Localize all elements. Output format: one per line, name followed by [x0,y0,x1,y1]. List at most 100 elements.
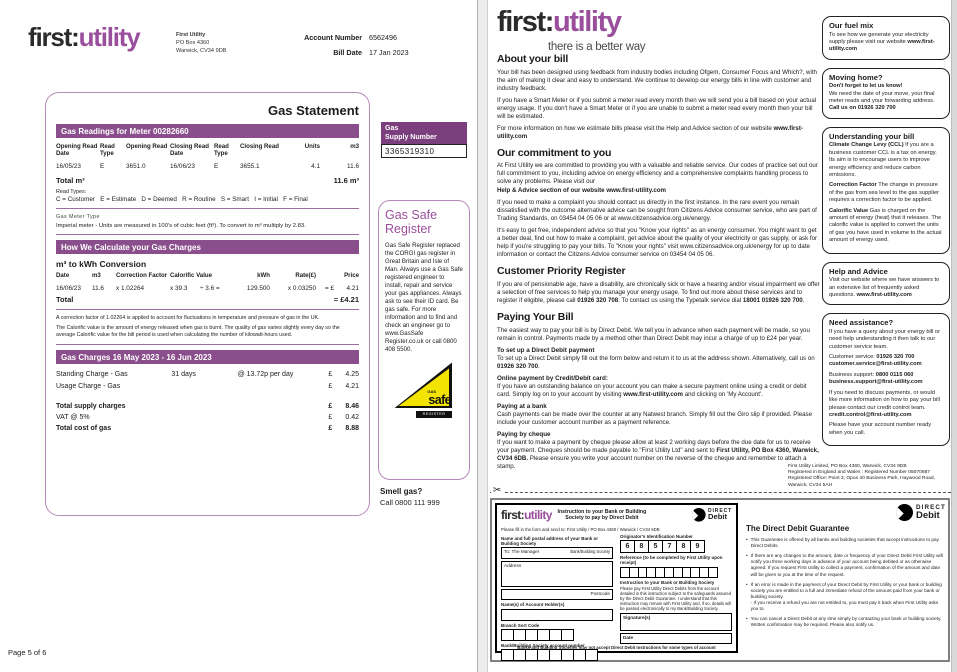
bill-date-value: 17 Jan 2023 [369,48,409,58]
readings-total-row: Total m³ 11.6 m³ [56,176,359,185]
charge-row: Usage Charge - Gas £ 4.21 [56,382,359,390]
commitment-help-line: Help & Advice section of our website www… [497,187,667,195]
email-link[interactable]: credit.control@first-utility.com [829,411,912,418]
direct-debit-section: first:utility Instruction to your Bank o… [490,498,950,662]
phone-number: 01926 320 708 [577,296,619,304]
phone-number: 0800 0115 060 [875,371,914,378]
dd-form-title: Instruction to your Bank or Building Soc… [557,509,647,522]
paying-your-bill-heading: Paying Your Bill [497,310,574,323]
calorific-note: The Calorific value is the amount of ene… [56,325,340,339]
direct-debit-mark-icon [691,508,706,522]
dd-left-column: Name and full postal address of your Ban… [501,534,613,661]
commitment-heading: Our commitment to you [497,146,612,159]
priority-paragraph: If you are of pensionable age, have a di… [497,280,820,304]
online-payment-text: If you have an outstanding balance on yo… [497,382,807,398]
website-link[interactable]: www.first-utility.com [856,291,912,298]
originator-id-boxes: 6 8 5 7 8 9 [620,540,732,554]
dd-instruction-body: Please pay First Utility Direct Debits f… [620,585,732,612]
meter-type-text: Imperial meter - Units are measured in 1… [56,223,306,229]
side-boxes-column: Our fuel mix To see how we generate your… [822,16,950,454]
postcode-field: Postcode [501,589,613,601]
guarantee-bullet: • You can cancel a Direct Debit at any ti… [746,616,943,628]
page-right-edge [951,0,957,672]
priority-register-heading: Customer Priority Register [497,265,626,278]
account-labels: Account Number Bill Date [280,30,362,60]
email-link[interactable]: business.support@first-utility.com [829,379,923,386]
bank-address-field: Address [501,561,613,588]
direct-debit-form: first:utility Instruction to your Bank o… [495,503,738,661]
ccl-item: Climate Change Levy (CCL) If you are a b… [829,142,937,178]
direct-debit-setup-text: To set up a Direct Debit simply fill out… [497,354,815,370]
company-registration-footer: First Utility Limited, PO Box 4360, Warw… [788,464,935,488]
info-column: About your bill Your bill has been desig… [497,53,820,475]
paying-at-bank-text: Cash payments can be made over the count… [497,411,813,427]
commitment-p1: At First Utility we are committed to pro… [497,162,818,186]
read-types-label: Read Types: [56,189,87,195]
bill-date-label: Bill Date [333,48,362,58]
conversion-total-row: Total = £4.21 [56,295,359,304]
correction-note: A correction factor of 1.02264 is applie… [56,315,320,321]
gas-safe-register-box: Gas Safe Register Gas Safe Register repl… [378,200,470,480]
assist-outro: Please have your account number ready wh… [829,422,932,436]
paying-by-cheque-heading: Paying by cheque [497,431,551,439]
paying-by-cheque-text: If you want to make a payment by cheque … [497,439,819,471]
phone-number: 01926 320 700 [497,362,538,370]
moving-call: Call us on 01926 320 700 [829,105,896,112]
credit-control-line: If you need to discuss payments, or woul… [829,389,940,418]
phone-number: 01926 320 700 [876,354,915,361]
account-values: 6562496 17 Jan 2023 [369,30,409,60]
guarantee-bullet: • This Guarantee is offered by all banks … [746,537,941,549]
page-gutter [477,0,488,672]
charges-band: Gas Charges 16 May 2023 - 16 Jun 2023 [56,350,359,365]
assist-intro: If you have a query about your energy bi… [829,328,940,350]
paying-at-bank-heading: Paying at a bank [497,402,547,410]
originator-id-label: Originator's Identification Number [620,534,693,539]
firstutility-logo: first:utility [28,22,141,52]
customer-service-line: Customer service: 01926 320 700 customer… [829,354,922,368]
website-link[interactable]: www.first-utility.com [497,124,803,140]
business-support-line: Business support: 0800 0115 060 business… [829,371,923,386]
understanding-bill-box: Understanding your bill Climate Change L… [822,126,950,254]
signature-field: Signature(s) [620,613,732,632]
need-assistance-box: Need assistance? If you have a query abo… [822,313,950,447]
direct-debit-logo: DIRECT Debit [691,508,732,522]
website-link[interactable]: www.first-utility.com [606,187,667,195]
account-holders-field [501,608,613,621]
help-advice-box: Help and Advice Visit our website where … [822,261,950,306]
paying-intro: The easiest way to pay your bill is by D… [497,326,810,342]
reference-boxes [620,566,732,578]
direct-debit-guarantee: DIRECT Debit The Direct Debit Guarantee •… [746,504,946,628]
date-field: Date [620,633,732,645]
conversion-header-row: Date m3 Correction Factor Calorific Valu… [56,272,359,279]
about-your-bill-heading: About your bill [497,53,569,65]
direct-debit-setup-heading: To set up a Direct Debit payment [497,346,595,354]
dd-right-column: Originator's Identification Number 6 8 5… [620,534,732,661]
website-link[interactable]: www.first-utility.com [623,390,683,398]
commitment-p3: It's easy to get free, independent advic… [497,227,818,259]
gas-safe-logo-icon: GAS safe REGISTER [394,362,454,419]
readings-band: Gas Readings for Meter 00282660 [56,124,359,138]
smell-gas-phone: Call 0800 111 999 [380,498,440,507]
gas-statement-panel: Gas Statement Gas Readings for Meter 002… [45,92,370,516]
dd-footnote: Banks and Building Societies may not acc… [517,645,716,650]
read-types-legend: C = Customer E = Estimate D = Deemed R =… [56,196,308,203]
moving-sub: Don't forget to let us know! [829,83,903,90]
website-link[interactable]: www.first-utility.com [829,38,935,53]
direct-debit-logo: DIRECT Debit [895,504,946,521]
about-p1: Your bill has been designed using feedba… [497,68,817,92]
statement-title: Gas Statement [267,103,359,118]
divider [56,208,359,209]
bank-address-label: Name and full postal address of your Ban… [501,536,599,547]
guarantee-bullet: • If there are any changes to the amount,… [746,553,944,577]
scissors-icon: ✂ [491,485,504,496]
readings-header-row: Opening Read Date Read Type Opening Read… [56,143,359,157]
commitment-p2: If you need to make a complaint you shou… [497,199,817,223]
direct-debit-mark-icon [895,504,913,521]
vat-row: VAT @ 5% £ 0.42 [56,413,359,421]
email-link[interactable]: customer.service@first-utility.com [829,361,922,368]
about-p3: For more information on how we estimate … [497,124,803,140]
dd-instruction-title: Instruction to your Bank or Building Soc… [620,579,715,585]
sort-code-label: Branch Sort Code [501,622,540,628]
gas-safe-body: Gas Safe Register replaced the CORGI gas… [385,242,463,354]
